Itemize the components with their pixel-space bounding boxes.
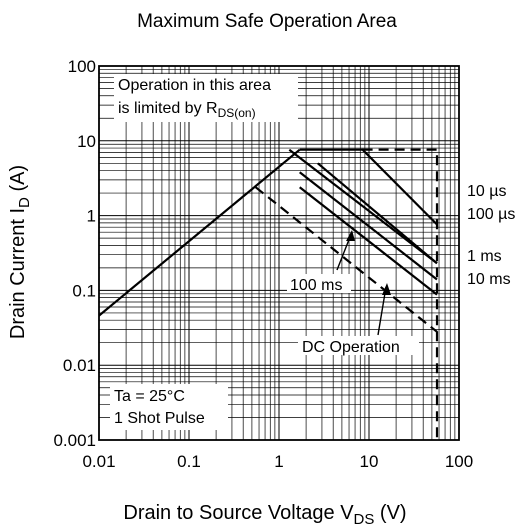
- y-axis-label-unit: (A): [7, 165, 29, 197]
- y-tick-label: 0.001: [53, 431, 96, 450]
- conditions-temperature: Ta = 25°C: [114, 388, 185, 405]
- arrowhead-100ms: [346, 230, 355, 241]
- label-10us: 10 µs: [467, 183, 506, 200]
- label-100us: 100 µs: [467, 206, 515, 223]
- x-tick-label: 0.1: [177, 452, 201, 471]
- y-axis-label: Drain Current ID (A): [7, 165, 33, 339]
- x-axis-label: Drain to Source Voltage VDS (V): [123, 502, 406, 528]
- y-tick-label: 1: [87, 207, 96, 226]
- y-axis-label-text: Drain Current I: [7, 208, 29, 339]
- x-tick-label: 1: [274, 452, 283, 471]
- y-tick-label: 100: [68, 57, 96, 76]
- series-1-ms-line: [300, 172, 437, 279]
- y-axis-label-subscript: D: [16, 197, 33, 208]
- label-dc-operation: DC Operation: [302, 339, 400, 356]
- y-tick-label: 0.1: [72, 281, 96, 300]
- x-tick-label: 100: [445, 452, 473, 471]
- ron-note-subscript: DS(on): [218, 106, 256, 120]
- y-tick-label: 0.01: [63, 356, 96, 375]
- label-100ms: 100 ms: [290, 277, 342, 294]
- y-tick-labels: 0.001 0.01 0.1 1 10 100: [53, 57, 96, 450]
- x-axis-label-subscript: DS: [354, 511, 375, 528]
- series-100-ms-line: [289, 150, 437, 264]
- chart-title: Maximum Safe Operation Area: [137, 11, 397, 32]
- label-1ms: 1 ms: [467, 248, 502, 265]
- x-tick-label: 10: [360, 452, 379, 471]
- x-axis-label-unit: (V): [374, 502, 406, 524]
- label-10ms: 10 ms: [467, 271, 511, 288]
- ron-note-text: is limited by R: [118, 100, 218, 117]
- x-tick-label: 0.01: [82, 452, 115, 471]
- y-tick-label: 10: [77, 132, 96, 151]
- ron-note-line1: Operation in this area: [118, 77, 271, 94]
- x-tick-labels: 0.01 0.1 1 10 100: [82, 452, 473, 471]
- x-axis-label-text: Drain to Source Voltage V: [123, 502, 354, 524]
- conditions-pulse: 1 Shot Pulse: [114, 410, 205, 427]
